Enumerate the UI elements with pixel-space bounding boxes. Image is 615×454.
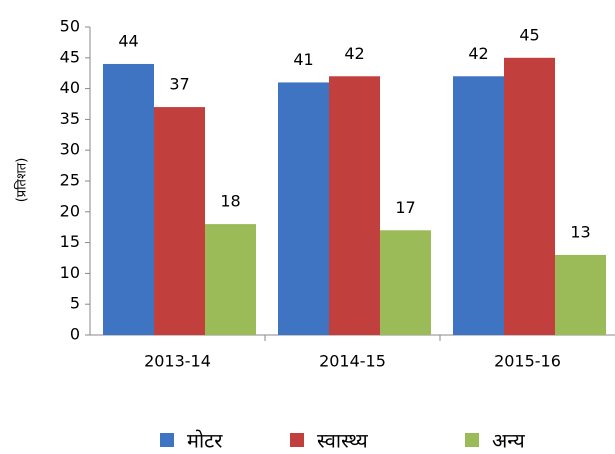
y-tick-label: 40 xyxy=(60,78,80,97)
y-tick-label: 25 xyxy=(60,171,80,190)
legend-swatch xyxy=(465,433,479,447)
x-tick-label: 2014-15 xyxy=(319,352,386,371)
y-axis-label: (प्रतिशत) xyxy=(14,158,30,203)
y-tick-label: 10 xyxy=(60,263,80,282)
value-label: 37 xyxy=(169,75,189,94)
y-tick-label: 15 xyxy=(60,232,80,251)
bar xyxy=(278,82,329,335)
x-tick-label: 2015-16 xyxy=(494,352,561,371)
bar xyxy=(154,107,205,335)
value-label: 44 xyxy=(118,31,138,50)
y-tick-label: 30 xyxy=(60,140,80,159)
legend-swatch xyxy=(290,433,304,447)
value-label: 13 xyxy=(570,222,590,241)
value-label: 41 xyxy=(293,50,313,69)
x-tick-label: 2013-14 xyxy=(144,352,211,371)
bar xyxy=(103,63,154,336)
value-label: 18 xyxy=(220,192,240,211)
bar xyxy=(205,224,256,335)
y-tick-label: 45 xyxy=(60,47,80,66)
y-tick-label: 50 xyxy=(60,17,80,36)
bar xyxy=(453,76,504,335)
y-tick-label: 0 xyxy=(70,325,80,344)
bar xyxy=(329,76,380,335)
bar xyxy=(555,254,606,335)
legend-label: अन्य xyxy=(492,429,525,453)
y-tick-label: 20 xyxy=(60,201,80,220)
value-label: 42 xyxy=(468,44,488,63)
value-label: 45 xyxy=(519,25,539,44)
bar xyxy=(380,230,431,335)
value-label: 42 xyxy=(344,44,364,63)
legend-label: मोटर xyxy=(187,429,223,453)
y-tick-label: 35 xyxy=(60,109,80,128)
y-tick-label: 5 xyxy=(70,294,80,313)
value-label: 17 xyxy=(395,198,415,217)
legend-swatch xyxy=(160,433,174,447)
legend-label: स्वास्थ्य xyxy=(317,429,368,453)
bar xyxy=(504,57,555,336)
